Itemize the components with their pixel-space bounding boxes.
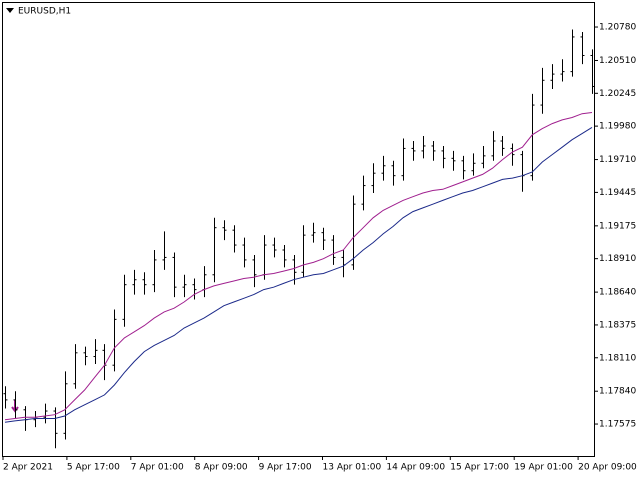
y-tick-label: 1.18110 [599, 353, 636, 363]
x-tick-label: 20 Apr 09:00 [578, 463, 637, 473]
y-tick-label: 1.18640 [599, 288, 636, 298]
x-tick-label: 13 Apr 01:00 [323, 463, 382, 473]
y-tick-label: 1.20780 [599, 23, 636, 33]
symbol-menu-icon[interactable] [6, 8, 14, 13]
plot-frame [2, 2, 595, 457]
symbol-label: EURUSD,H1 [18, 7, 71, 17]
x-tick-label: 19 Apr 01:00 [514, 463, 573, 473]
x-tick-label: 8 Apr 09:00 [195, 463, 248, 473]
moving-average-line [4, 126, 593, 423]
moving-average-line [4, 112, 593, 421]
x-tick-label: 5 Apr 17:00 [67, 463, 120, 473]
y-tick-label: 1.19980 [599, 122, 636, 132]
x-tick-label: 7 Apr 01:00 [131, 463, 184, 473]
y-tick-label: 1.20245 [599, 89, 636, 99]
y-tick-label: 1.18910 [599, 254, 636, 264]
y-tick-label: 1.20510 [599, 56, 636, 66]
y-tick-label: 1.18375 [599, 320, 636, 330]
x-tick-label: 9 Apr 17:00 [259, 463, 312, 473]
y-tick-label: 1.17575 [599, 420, 636, 430]
y-tick-label: 1.19445 [599, 188, 636, 198]
y-tick-label: 1.19710 [599, 155, 636, 165]
y-tick-label: 1.17840 [599, 387, 636, 397]
x-tick-label: 14 Apr 09:00 [386, 463, 445, 473]
x-tick-label: 15 Apr 17:00 [450, 463, 509, 473]
y-tick-label: 1.19175 [599, 221, 636, 231]
x-tick-label: 2 Apr 2021 [3, 463, 53, 473]
